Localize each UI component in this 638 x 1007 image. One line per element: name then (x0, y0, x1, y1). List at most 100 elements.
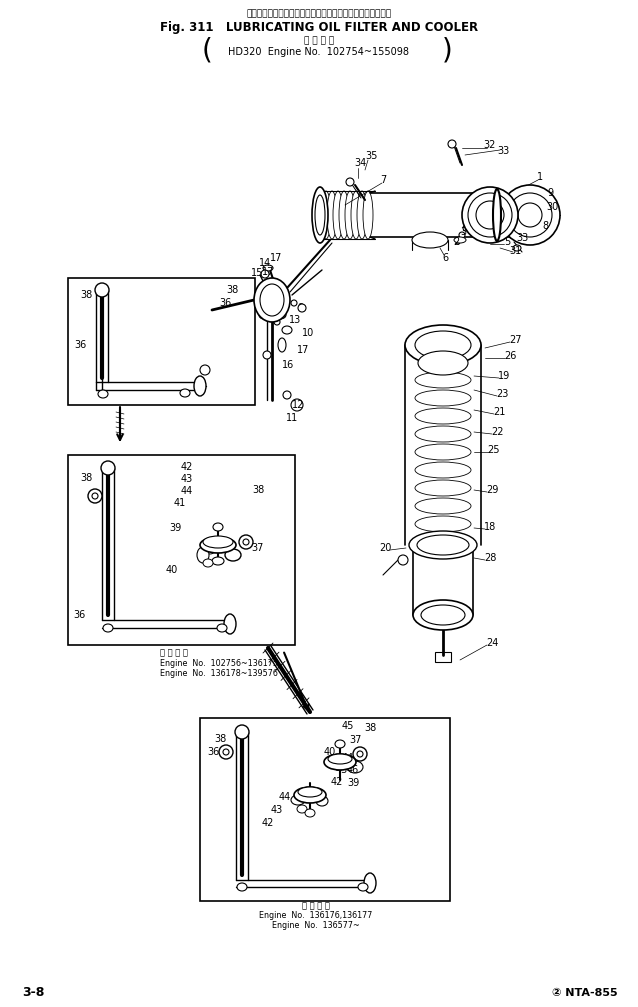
Circle shape (456, 240, 460, 244)
Ellipse shape (316, 796, 328, 806)
Ellipse shape (312, 187, 328, 243)
Text: 44: 44 (342, 753, 354, 763)
Ellipse shape (305, 809, 315, 817)
Text: 37: 37 (349, 735, 361, 745)
Ellipse shape (263, 265, 273, 271)
Ellipse shape (324, 754, 356, 770)
Text: 3: 3 (460, 227, 466, 237)
Text: Fig. 311   LUBRICATING OIL FILTER AND COOLER: Fig. 311 LUBRICATING OIL FILTER AND COOL… (160, 21, 478, 34)
Text: 41: 41 (174, 498, 186, 508)
Ellipse shape (448, 140, 456, 148)
Circle shape (291, 300, 297, 306)
Bar (435, 652, 451, 662)
Ellipse shape (462, 187, 518, 243)
Ellipse shape (345, 191, 355, 239)
Text: 8: 8 (542, 221, 548, 231)
Ellipse shape (274, 311, 286, 319)
Ellipse shape (364, 873, 376, 893)
Circle shape (239, 535, 253, 549)
Text: 44: 44 (181, 486, 193, 496)
Text: 45: 45 (342, 721, 354, 731)
Ellipse shape (518, 203, 542, 227)
Ellipse shape (417, 535, 469, 555)
Text: 36: 36 (207, 747, 219, 757)
Ellipse shape (508, 193, 552, 237)
Ellipse shape (476, 201, 504, 229)
Ellipse shape (415, 516, 471, 532)
Ellipse shape (351, 191, 361, 239)
Text: 4: 4 (468, 221, 474, 231)
Text: 38: 38 (80, 290, 92, 300)
Ellipse shape (95, 283, 109, 297)
Ellipse shape (468, 193, 512, 237)
Ellipse shape (415, 426, 471, 442)
Text: 35: 35 (366, 151, 378, 161)
Circle shape (243, 539, 249, 545)
Ellipse shape (415, 444, 471, 460)
Ellipse shape (412, 232, 448, 248)
Ellipse shape (415, 331, 471, 359)
Ellipse shape (237, 883, 247, 891)
Ellipse shape (217, 624, 227, 632)
Ellipse shape (409, 531, 477, 559)
Ellipse shape (260, 284, 284, 316)
Circle shape (92, 493, 98, 499)
Text: 39: 39 (169, 523, 181, 533)
Ellipse shape (235, 725, 249, 739)
Ellipse shape (493, 189, 501, 241)
Ellipse shape (405, 325, 481, 365)
Ellipse shape (328, 754, 352, 764)
Text: 37: 37 (252, 543, 264, 553)
Text: 9: 9 (547, 188, 553, 198)
Text: 43: 43 (271, 805, 283, 815)
Ellipse shape (335, 740, 345, 748)
Text: 7: 7 (380, 175, 386, 185)
Ellipse shape (415, 372, 471, 388)
Text: ルーブリケーティング　オイル　フィルタ　および　クーラ: ルーブリケーティング オイル フィルタ および クーラ (246, 9, 392, 18)
Ellipse shape (101, 461, 115, 475)
Ellipse shape (203, 559, 213, 567)
Ellipse shape (212, 557, 224, 565)
Ellipse shape (418, 351, 468, 375)
Text: 適 用 号 機: 適 用 号 機 (302, 901, 330, 910)
Ellipse shape (98, 390, 108, 398)
Circle shape (88, 489, 102, 504)
Text: 適 用 号 機: 適 用 号 機 (304, 36, 334, 45)
Text: 20: 20 (379, 543, 391, 553)
Text: 8: 8 (297, 303, 303, 313)
Text: 38: 38 (80, 473, 92, 483)
Ellipse shape (298, 787, 322, 797)
Text: 6: 6 (442, 253, 448, 263)
Ellipse shape (200, 537, 236, 553)
Ellipse shape (297, 805, 307, 813)
Circle shape (291, 399, 303, 411)
Text: 38: 38 (226, 285, 238, 295)
Text: 13: 13 (289, 315, 301, 325)
Text: 43: 43 (336, 765, 348, 775)
Ellipse shape (415, 498, 471, 514)
Text: 19: 19 (498, 371, 510, 381)
Text: 17: 17 (262, 267, 274, 277)
Text: 33: 33 (497, 146, 509, 156)
Ellipse shape (346, 178, 354, 186)
Text: ): ) (441, 37, 452, 65)
Text: 36: 36 (73, 610, 85, 620)
Text: 32: 32 (484, 140, 496, 150)
Ellipse shape (194, 376, 206, 396)
Ellipse shape (315, 195, 325, 235)
Ellipse shape (500, 185, 560, 245)
Ellipse shape (224, 614, 236, 634)
Text: 3-8: 3-8 (22, 987, 45, 1000)
Ellipse shape (254, 278, 290, 322)
Circle shape (459, 232, 465, 238)
Circle shape (283, 391, 291, 399)
Text: 36: 36 (74, 340, 86, 350)
Text: 適 用 号 機: 適 用 号 機 (160, 649, 188, 658)
Text: 43: 43 (181, 474, 193, 484)
Text: 15: 15 (251, 268, 263, 278)
Ellipse shape (363, 191, 373, 239)
Ellipse shape (205, 546, 215, 554)
Ellipse shape (415, 390, 471, 406)
Text: 29: 29 (486, 485, 498, 495)
Text: 28: 28 (484, 553, 496, 563)
